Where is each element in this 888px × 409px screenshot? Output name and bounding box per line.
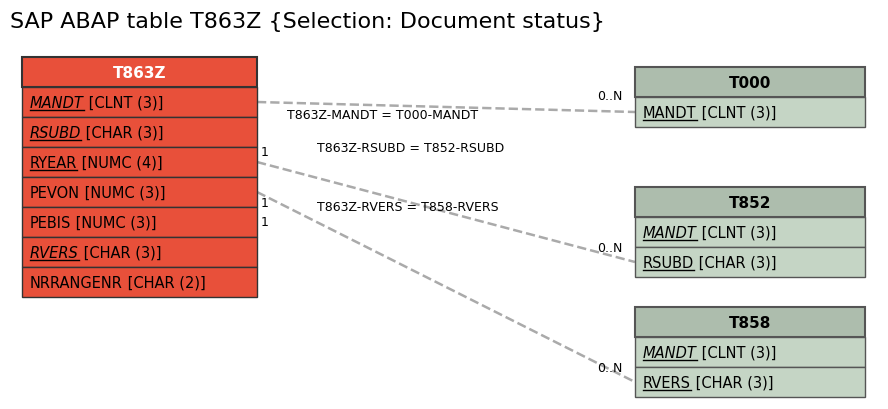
Text: [CHAR (3)]: [CHAR (3)] — [694, 255, 777, 270]
Text: [NUMC (4)]: [NUMC (4)] — [77, 155, 163, 170]
Text: RVERS: RVERS — [643, 375, 691, 389]
Bar — [635, 218, 865, 247]
Text: PEVON: PEVON — [30, 185, 80, 200]
Text: [CHAR (3)]: [CHAR (3)] — [79, 245, 162, 260]
Text: T000: T000 — [729, 75, 771, 90]
Bar — [22, 237, 257, 267]
Text: [CLNT (3)]: [CLNT (3)] — [696, 105, 776, 120]
Text: [CLNT (3)]: [CLNT (3)] — [83, 95, 163, 110]
Text: T863Z-RVERS = T858-RVERS: T863Z-RVERS = T858-RVERS — [317, 200, 499, 213]
Text: 1: 1 — [261, 146, 269, 159]
Text: RYEAR: RYEAR — [30, 155, 77, 170]
Text: RVERS: RVERS — [30, 245, 79, 260]
Bar — [635, 98, 865, 128]
Text: 1: 1 — [261, 216, 269, 229]
Text: MANDT: MANDT — [643, 105, 696, 120]
Text: 0..N: 0..N — [597, 90, 622, 103]
Text: T863Z-MANDT = T000-MANDT: T863Z-MANDT = T000-MANDT — [287, 109, 478, 122]
Bar — [22, 207, 257, 237]
Text: [NUMC (3)]: [NUMC (3)] — [71, 215, 157, 230]
Text: T863Z-RSUBD = T852-RSUBD: T863Z-RSUBD = T852-RSUBD — [317, 142, 504, 155]
Text: [CLNT (3)]: [CLNT (3)] — [697, 225, 776, 240]
Text: RSUBD: RSUBD — [30, 125, 82, 140]
Text: 1: 1 — [261, 196, 269, 209]
Text: [CHAR (3)]: [CHAR (3)] — [82, 125, 164, 140]
Bar — [22, 178, 257, 207]
Bar — [635, 367, 865, 397]
Text: 0..N: 0..N — [597, 241, 622, 254]
Bar — [22, 148, 257, 178]
Text: T858: T858 — [729, 315, 771, 330]
Bar — [635, 188, 865, 218]
Text: [CLNT (3)]: [CLNT (3)] — [697, 345, 776, 360]
Text: RSUBD: RSUBD — [643, 255, 694, 270]
Bar — [635, 307, 865, 337]
Bar — [22, 118, 257, 148]
Text: MANDT: MANDT — [643, 345, 697, 360]
Bar — [635, 68, 865, 98]
Text: [CHAR (2)]: [CHAR (2)] — [123, 275, 206, 290]
Text: 0..N: 0..N — [597, 361, 622, 374]
Text: MANDT: MANDT — [643, 225, 697, 240]
Bar — [22, 58, 257, 88]
Text: MANDT: MANDT — [30, 95, 83, 110]
Bar — [22, 88, 257, 118]
Text: NRRANGENR: NRRANGENR — [30, 275, 123, 290]
Bar — [635, 247, 865, 277]
Text: T863Z: T863Z — [113, 65, 166, 80]
Text: SAP ABAP table T863Z {Selection: Document status}: SAP ABAP table T863Z {Selection: Documen… — [10, 12, 605, 32]
Bar — [635, 337, 865, 367]
Text: T852: T852 — [729, 195, 772, 210]
Text: [CHAR (3)]: [CHAR (3)] — [691, 375, 773, 389]
Bar — [22, 267, 257, 297]
Text: PEBIS: PEBIS — [30, 215, 71, 230]
Text: [NUMC (3)]: [NUMC (3)] — [80, 185, 166, 200]
